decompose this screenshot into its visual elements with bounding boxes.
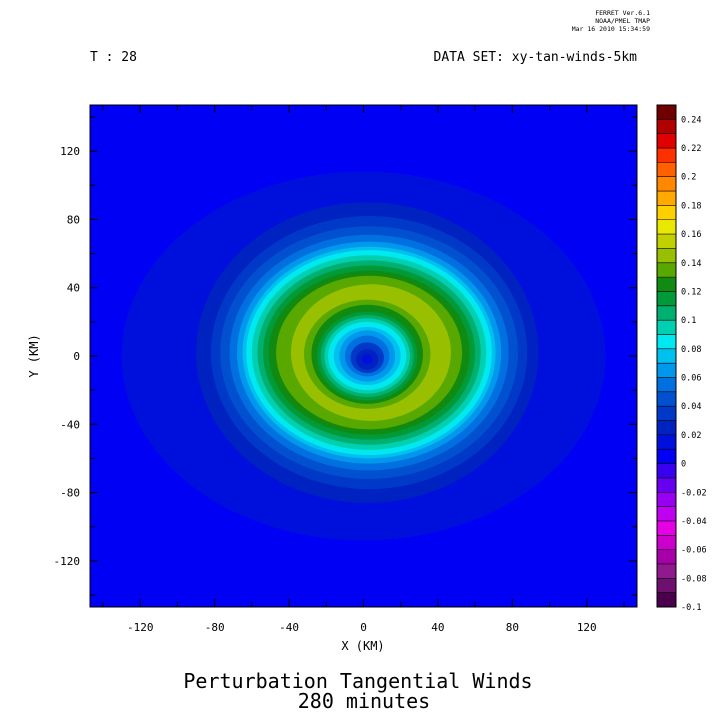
colorbar-tick-label: 0.08 [681,345,701,355]
colorbar-swatch [657,162,676,178]
colorbar-swatch [657,262,676,278]
colorbar-swatch [657,176,676,192]
stamp-line-2: NOAA/PMEL TMAP [595,17,650,25]
colorbar-tick-label: 0.06 [681,374,701,384]
x-tick-label: 40 [431,621,444,634]
dataset-label: DATA SET: xy-tan-winds-5km [434,50,638,65]
colorbar-swatch [657,348,676,364]
chart-subtitle: 280 minutes [298,689,430,713]
colorbar-swatch [657,406,676,421]
stamp-line-1: FERRET Ver.6.1 [595,9,650,17]
colorbar-tick-label: 0.14 [681,259,701,269]
colorbar-tick-label: -0.08 [681,574,707,584]
colorbar-swatch [657,133,676,149]
x-tick-label: 120 [577,621,597,634]
colorbar-swatch [657,291,676,307]
y-axis: 120 80 40 0 -40 -80 -120 [54,116,637,596]
colorbar-swatch [657,391,676,407]
colorbar-swatch [657,520,676,536]
y-tick-label: 120 [60,145,80,158]
colorbar-swatch [657,234,676,249]
colorbar-swatch [657,434,676,450]
y-tick-label: -80 [60,487,80,500]
colorbar-swatch [657,363,676,378]
colorbar-tick-label: 0.18 [681,201,701,211]
colorbar-swatch [657,463,676,479]
colorbar-swatch [657,191,676,206]
colorbar-tick-label: 0.16 [681,230,701,240]
x-tick-label: 80 [506,621,519,634]
x-axis: -120 -80 -40 0 40 80 120 [102,105,625,634]
colorbar-swatch [657,535,676,550]
x-tick-label: -40 [279,621,299,634]
colorbar-tick-label: -0.06 [681,546,707,556]
colorbar-swatch [657,449,676,464]
colorbar-tick-label: -0.1 [681,603,701,613]
colorbar-tick-label: 0.24 [681,115,701,125]
y-tick-label: 80 [67,213,80,226]
colorbar-swatch [657,277,676,292]
colorbar-tick-label: 0.02 [681,431,701,441]
contour-field [90,105,637,607]
colorbar-swatch [657,506,676,522]
colorbar-swatch [657,248,676,264]
colorbar-tick-label: 0 [681,460,686,470]
colorbar-tick-label: -0.02 [681,488,707,498]
x-tick-label: -80 [205,621,225,634]
colorbar-swatch [657,592,676,608]
y-tick-label: -120 [54,555,81,568]
colorbar-swatch [657,119,676,134]
contour-region-26 [361,354,373,365]
colorbar-swatch [657,320,676,335]
colorbar-swatch [657,563,676,579]
colorbar: -0.1 -0.08 -0.06 -0.04 -0.02 0 0.02 0.04 0.06 0.0… [656,104,707,613]
colorbar-swatch [657,477,676,493]
ferret-stamp: FERRET Ver.6.1 NOAA/PMEL TMAP Mar 16 201… [572,9,650,33]
colorbar-swatch [657,105,676,120]
colorbar-swatch [657,420,676,436]
chart-title: Perturbation Tangential Winds [183,669,532,693]
time-label: T : 28 [90,50,137,65]
colorbar-tick-label: 0.22 [681,144,701,154]
colorbar-swatch [657,492,676,507]
colorbar-swatch [657,549,676,565]
colorbar-tick-label: 0.2 [681,173,696,183]
x-tick-label: 0 [360,621,367,634]
x-axis-label: X (KM) [341,639,384,653]
colorbar-swatch [657,305,676,321]
colorbar-swatch [657,578,676,593]
colorbar-swatch [657,377,676,393]
colorbar-tick-label: 0.12 [681,287,701,297]
y-tick-label: 0 [73,350,80,363]
colorbar-swatch [657,219,676,235]
colorbar-swatch [657,148,676,163]
y-axis-label: Y (KM) [27,334,41,377]
colorbar-tick-label: 0.1 [681,316,696,326]
colorbar-tick-label: 0.04 [681,402,701,412]
colorbar-swatch [657,334,676,350]
colorbar-swatch [657,205,676,221]
stamp-line-3: Mar 16 2010 15:34:59 [572,25,650,33]
colorbar-tick-label: -0.04 [681,517,707,527]
y-tick-label: 40 [67,282,80,295]
y-tick-label: -40 [60,418,80,431]
x-tick-label: -120 [127,621,154,634]
